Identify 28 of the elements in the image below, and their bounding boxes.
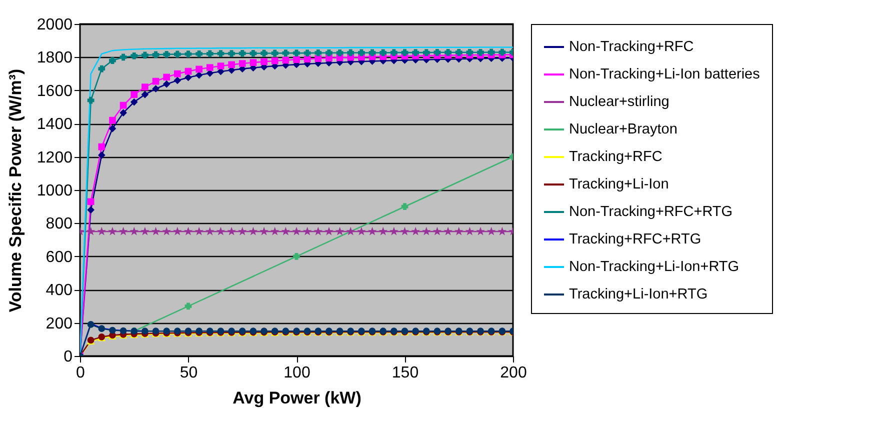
x-tick-label: 50 <box>180 364 198 382</box>
x-axis-title: Avg Power (kW) <box>232 388 362 408</box>
y-tick-label: 1000 <box>36 182 73 200</box>
y-tick-label: 1600 <box>36 82 73 100</box>
y-tick-label: 400 <box>46 282 73 300</box>
legend-label: Non-Tracking+RFC+RTG <box>569 204 733 220</box>
legend-label: Non-Tracking+Li-Ion batteries <box>569 66 760 82</box>
y-tick-label: 200 <box>46 315 73 332</box>
y-tick-label: 1400 <box>36 116 73 134</box>
legend-label: Tracking+RFC+RTG <box>569 232 702 248</box>
y-tick-label: 0 <box>64 348 73 366</box>
x-tick-label: 200 <box>500 364 527 382</box>
legend-label: Nuclear+stirling <box>569 94 670 110</box>
y-tick-label: 2000 <box>36 16 73 34</box>
y-tick-label: 800 <box>46 216 73 233</box>
legend-label: Non-Tracking+RFC <box>569 39 694 55</box>
legend-label: Tracking+Li-Ion <box>569 176 669 192</box>
legend-label: Tracking+RFC <box>569 149 662 165</box>
x-tick-label: 0 <box>76 364 86 382</box>
x-tick-label: 100 <box>284 364 310 382</box>
legend-label: Non-Tracking+Li-Ion+RTG <box>569 259 740 275</box>
y-axis-title: Volume Specific Power (W/m³) <box>6 68 25 312</box>
legend-label: Tracking+Li-Ion+RTG <box>569 286 708 302</box>
y-tick-label: 1200 <box>36 149 73 166</box>
y-tick-label: 600 <box>46 248 73 266</box>
y-tick-label: 1800 <box>36 50 73 67</box>
legend-label: Nuclear+Brayton <box>569 122 678 138</box>
x-tick-label: 150 <box>392 364 419 382</box>
